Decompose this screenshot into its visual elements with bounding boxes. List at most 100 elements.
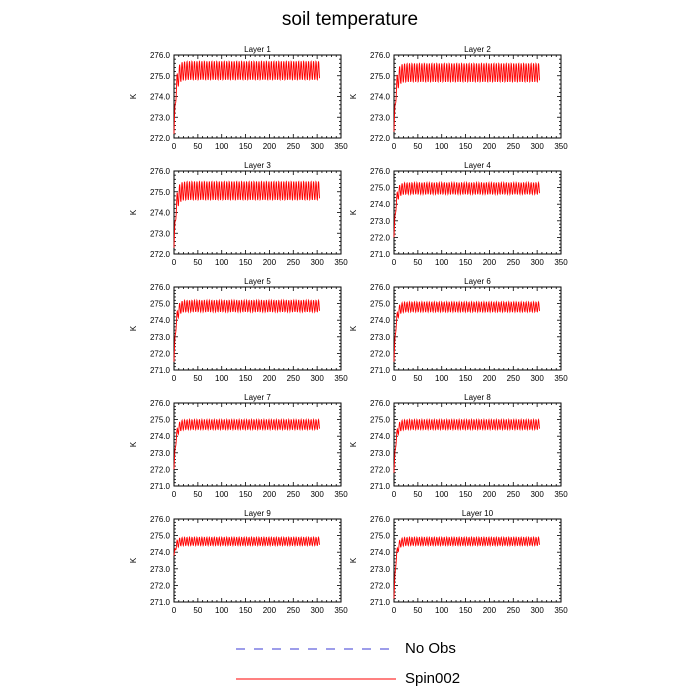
y-tick-label: 273.0	[370, 449, 391, 458]
x-tick-label: 0	[172, 142, 177, 151]
y-tick-label: 272.0	[150, 581, 171, 590]
y-tick-label: 276.0	[150, 515, 171, 524]
y-tick-label: 272.0	[370, 581, 391, 590]
panel-title: Layer 1	[244, 45, 271, 54]
y-tick-label: 274.0	[370, 432, 391, 441]
y-tick-label: 275.0	[370, 300, 391, 309]
y-tick-label: 276.0	[370, 283, 391, 292]
panel-title: Layer 4	[464, 161, 491, 170]
y-tick-label: 272.0	[150, 465, 171, 474]
y-tick-label: 273.0	[150, 229, 171, 238]
y-tick-label: 276.0	[150, 283, 171, 292]
x-tick-label: 150	[239, 606, 253, 615]
x-tick-label: 150	[239, 374, 253, 383]
x-tick-label: 150	[459, 142, 473, 151]
series-line-spin002	[173, 180, 320, 248]
x-tick-label: 350	[554, 606, 568, 615]
y-tick-label: 271.0	[150, 598, 171, 607]
y-tick-label: 275.0	[150, 188, 171, 197]
x-tick-label: 50	[413, 606, 422, 615]
x-tick-label: 100	[435, 606, 449, 615]
plot-frame	[393, 286, 562, 371]
x-tick-label: 300	[530, 606, 544, 615]
x-tick-label: 100	[215, 374, 229, 383]
y-axis-label: K	[129, 209, 138, 215]
plot-frame	[173, 518, 342, 603]
x-tick-label: 200	[263, 374, 277, 383]
x-tick-label: 350	[554, 142, 568, 151]
x-tick-label: 300	[530, 374, 544, 383]
x-tick-label: 50	[413, 490, 422, 499]
figure-title: soil temperature	[281, 9, 419, 30]
x-tick-label: 250	[507, 142, 521, 151]
y-axis-label: K	[349, 441, 358, 447]
y-tick-label: 274.0	[150, 548, 171, 557]
x-tick-label: 0	[392, 374, 397, 383]
y-tick-label: 274.0	[150, 209, 171, 218]
x-tick-label: 250	[287, 374, 301, 383]
x-tick-label: 100	[215, 142, 229, 151]
x-tick-label: 0	[392, 490, 397, 499]
x-tick-label: 50	[413, 142, 422, 151]
y-axis-label: K	[129, 557, 138, 563]
panel-layer-8: Layer 8 K 0 50 100 150 200 250 300 350 271.0 272.0 2…	[349, 393, 568, 499]
y-tick-label: 276.0	[150, 51, 171, 60]
y-tick-label: 273.0	[150, 565, 171, 574]
y-tick-label: 271.0	[370, 598, 391, 607]
y-tick-label: 272.0	[150, 349, 171, 358]
x-tick-label: 200	[483, 142, 497, 151]
y-tick-label: 272.0	[150, 250, 171, 259]
y-tick-label: 276.0	[150, 399, 171, 408]
y-tick-label: 271.0	[150, 482, 171, 491]
y-tick-label: 274.0	[150, 432, 171, 441]
x-tick-label: 300	[530, 258, 544, 267]
x-tick-label: 350	[554, 258, 568, 267]
x-tick-label: 300	[310, 142, 324, 151]
x-tick-label: 250	[287, 142, 301, 151]
y-tick-label: 276.0	[370, 167, 391, 176]
x-tick-label: 200	[483, 258, 497, 267]
y-tick-label: 274.0	[370, 548, 391, 557]
y-axis-label: K	[349, 325, 358, 331]
y-tick-label: 276.0	[370, 515, 391, 524]
x-tick-label: 350	[334, 142, 348, 151]
x-tick-label: 100	[435, 374, 449, 383]
panel-title: Layer 2	[464, 45, 491, 54]
x-tick-label: 50	[193, 142, 202, 151]
series-line-spin002	[173, 535, 320, 556]
y-tick-label: 275.0	[150, 532, 171, 541]
y-tick-label: 275.0	[150, 72, 171, 81]
x-tick-label: 350	[334, 606, 348, 615]
y-tick-label: 273.0	[370, 565, 391, 574]
series-line-spin002	[173, 417, 320, 470]
y-tick-label: 272.0	[370, 134, 391, 143]
x-tick-label: 350	[334, 490, 348, 499]
x-tick-label: 150	[459, 374, 473, 383]
series-line-spin002	[393, 535, 540, 599]
x-tick-label: 0	[392, 142, 397, 151]
y-tick-label: 276.0	[370, 399, 391, 408]
x-tick-label: 250	[287, 606, 301, 615]
x-tick-label: 50	[193, 258, 202, 267]
x-tick-label: 350	[334, 374, 348, 383]
y-tick-label: 275.0	[150, 300, 171, 309]
panel-title: Layer 5	[244, 277, 271, 286]
x-tick-label: 0	[172, 374, 177, 383]
x-tick-label: 200	[263, 258, 277, 267]
y-tick-label: 272.0	[370, 349, 391, 358]
panel-layer-10: Layer 10 K 0 50 100 150 200 250 300 350 271.0 272.0…	[349, 509, 568, 615]
x-tick-label: 50	[193, 490, 202, 499]
y-tick-label: 276.0	[370, 51, 391, 60]
x-tick-label: 200	[483, 374, 497, 383]
panel-layer-2: Layer 2 K 0 50 100 150 200 250 300 350 272.0 273.0 2…	[349, 45, 568, 151]
x-tick-label: 150	[459, 606, 473, 615]
x-tick-label: 100	[215, 490, 229, 499]
y-tick-label: 275.0	[370, 72, 391, 81]
x-tick-label: 350	[554, 374, 568, 383]
x-tick-label: 100	[435, 258, 449, 267]
panel-layer-1: Layer 1 K 0 50 100 150 200 250 300 350 272.0 273.0 2…	[129, 45, 348, 151]
legend-label-no-obs: No Obs	[405, 640, 456, 657]
chart-grid: Layer 1 K 0 50 100 150 200 250 300 350 272.0 273.0 2…	[129, 45, 568, 615]
x-tick-label: 100	[435, 490, 449, 499]
x-tick-label: 0	[392, 258, 397, 267]
